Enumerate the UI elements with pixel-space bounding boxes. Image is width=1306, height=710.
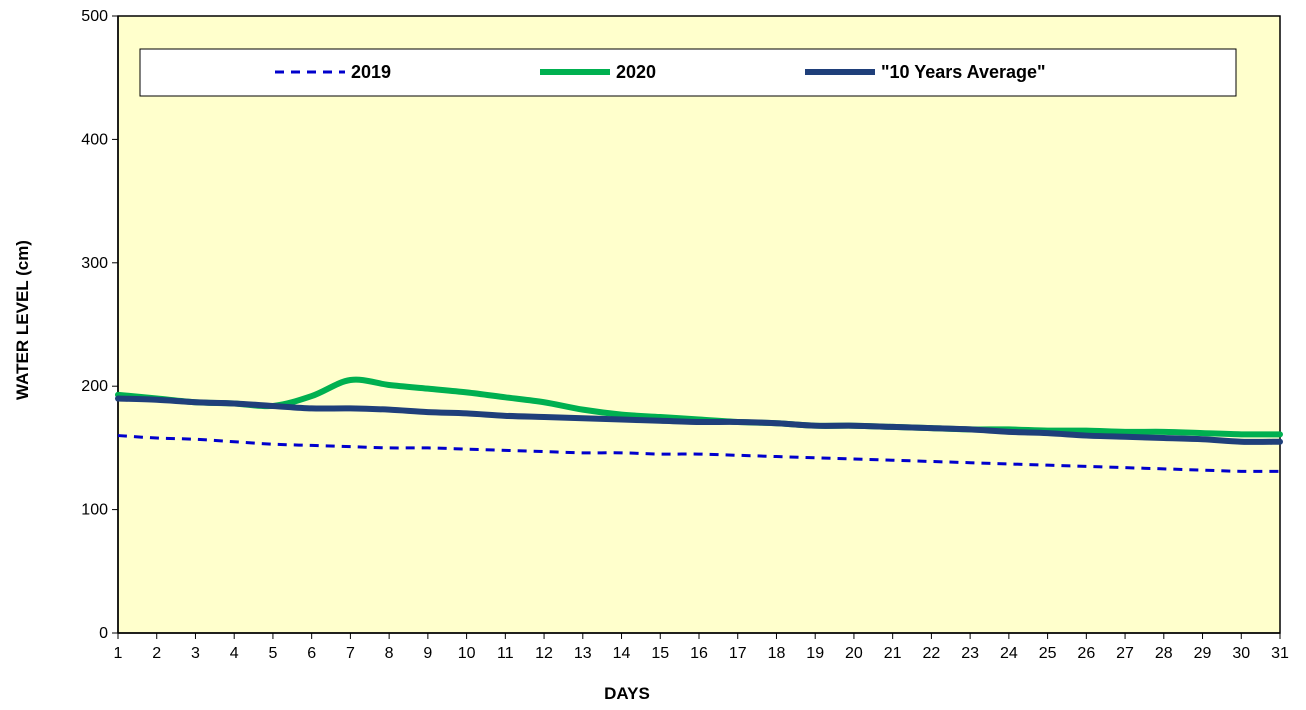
y-tick-label: 500 (81, 8, 108, 25)
x-tick-label: 4 (230, 645, 239, 662)
x-tick-label: 2 (152, 645, 161, 662)
x-tick-label: 6 (307, 645, 316, 662)
series-line-3 (115, 395, 1283, 445)
legend-box (139, 48, 1237, 97)
x-tick-label: 19 (806, 645, 824, 662)
y-tick-label: 0 (99, 625, 108, 642)
x-tick-label: 10 (458, 645, 476, 662)
x-tick-label: 17 (729, 645, 747, 662)
x-tick-label: 9 (423, 645, 432, 662)
x-tick-label: 20 (845, 645, 863, 662)
y-tick-label: 200 (81, 378, 108, 395)
x-tick-label: 11 (497, 645, 514, 662)
x-tick-label: 24 (1000, 645, 1018, 662)
y-tick-label: 100 (81, 502, 108, 519)
x-tick-label: 18 (768, 645, 786, 662)
series-layer (115, 376, 1283, 473)
x-axis-title: DAYS (604, 684, 650, 703)
x-tick-label: 23 (961, 645, 979, 662)
series-line-1 (117, 434, 1281, 473)
y-tick-label: 300 (81, 255, 108, 272)
y-axis-title: WATER LEVEL (cm) (13, 240, 32, 400)
x-tick-label: 16 (690, 645, 708, 662)
x-tick-label: 15 (651, 645, 669, 662)
x-tick-label: 13 (574, 645, 592, 662)
x-tick-label: 21 (884, 645, 902, 662)
x-tick-label: 31 (1271, 645, 1289, 662)
x-tick-label: 14 (613, 645, 631, 662)
x-tick-label: 3 (191, 645, 200, 662)
legend-label-2: 2020 (616, 62, 656, 82)
x-tick-label: 28 (1155, 645, 1173, 662)
legend: 2019 2020 "10 Years Average" (139, 48, 1237, 97)
x-tick-label: 30 (1232, 645, 1250, 662)
x-tick-label: 8 (385, 645, 394, 662)
x-tick-label: 29 (1194, 645, 1212, 662)
legend-label-3: "10 Years Average" (881, 62, 1046, 82)
y-axis: 0 100 200 300 400 500 (81, 8, 119, 642)
x-tick-label: 25 (1039, 645, 1057, 662)
legend-label-1: 2019 (351, 62, 391, 82)
x-axis: 1 2 3 4 5 6 7 8 9 10 11 12 13 14 15 16 17 18 19 20 21 22 23 24 2… (114, 632, 1289, 662)
x-tick-label: 26 (1077, 645, 1095, 662)
x-tick-label: 27 (1116, 645, 1134, 662)
x-tick-label: 7 (346, 645, 355, 662)
x-tick-label: 12 (535, 645, 553, 662)
x-tick-label: 5 (268, 645, 277, 662)
x-tick-label: 22 (923, 645, 941, 662)
y-tick-label: 400 (81, 131, 108, 148)
plot-area (117, 15, 1281, 634)
x-tick-label: 1 (114, 645, 123, 662)
